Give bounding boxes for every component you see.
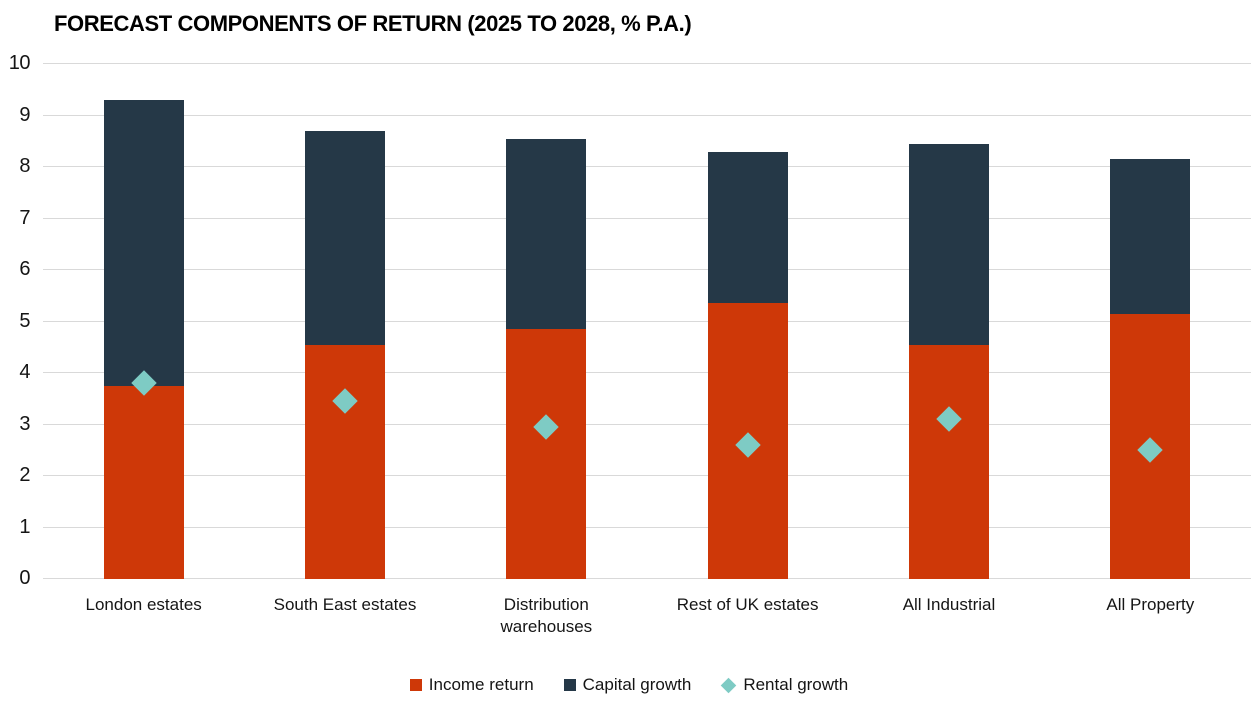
bar-segment-income-return (909, 344, 989, 579)
legend-diamond-icon (721, 677, 737, 693)
x-axis-category-label: Rest of UK estates (676, 595, 819, 614)
y-axis-tick-label: 3 (19, 412, 30, 435)
gridline (43, 166, 1251, 167)
y-axis-tick-label: 6 (19, 258, 30, 280)
y-axis-tick-label: 8 (19, 155, 30, 177)
bar-segment-capital-growth (909, 143, 989, 345)
y-axis-tick-label: 4 (19, 361, 30, 383)
gridline (43, 320, 1251, 322)
bar-segment-capital-growth (707, 151, 788, 304)
bar-segment-capital-growth (103, 100, 184, 386)
x-axis-category-label: All Industrial (902, 595, 996, 614)
x-axis-category-label: Distribution warehouses (500, 595, 593, 636)
legend-item-capital-growth: Capital growth (563, 675, 692, 695)
gridline (43, 114, 1251, 116)
gridline (43, 63, 1251, 64)
y-axis-tick-label: 0 (19, 567, 30, 589)
bar-segment-capital-growth (506, 138, 587, 330)
y-axis-tick-label: 10 (8, 52, 31, 74)
gridline (43, 578, 1251, 579)
bar-segment-income-return (305, 344, 385, 579)
gridline (43, 423, 1251, 425)
gridline (43, 269, 1251, 270)
x-axis-category-label: All Property (1106, 595, 1195, 614)
bar-segment-income-return (103, 385, 184, 579)
gridline (43, 372, 1251, 373)
chart-title: FORECAST COMPONENTS OF RETURN (2025 TO 2… (54, 11, 692, 36)
x-axis-category-label: South East estates (273, 595, 417, 614)
legend-label: Capital growth (582, 675, 692, 694)
gridline (43, 526, 1251, 528)
y-axis-tick-label: 9 (19, 103, 30, 126)
gridline (43, 475, 1251, 476)
bar-segment-capital-growth (305, 130, 385, 345)
legend-square-icon (409, 679, 422, 691)
y-axis-tick-label: 5 (19, 309, 30, 332)
x-axis-category-label: London estates (85, 595, 202, 614)
gridline (43, 217, 1251, 219)
bar-segment-capital-growth (1110, 159, 1191, 314)
y-axis-tick-label: 2 (19, 464, 30, 486)
legend-label: Income return (428, 675, 534, 694)
legend-square-icon (563, 679, 576, 691)
legend-item-income-return: Income return (409, 675, 534, 695)
y-axis-tick-label: 7 (19, 206, 30, 229)
y-axis-tick-label: 1 (19, 515, 30, 538)
legend: Income return Capital growth Rental growth (0, 675, 1258, 695)
bar-segment-income-return (506, 329, 587, 579)
legend-item-rental-growth: Rental growth (721, 675, 848, 695)
legend-label: Rental growth (743, 675, 849, 694)
